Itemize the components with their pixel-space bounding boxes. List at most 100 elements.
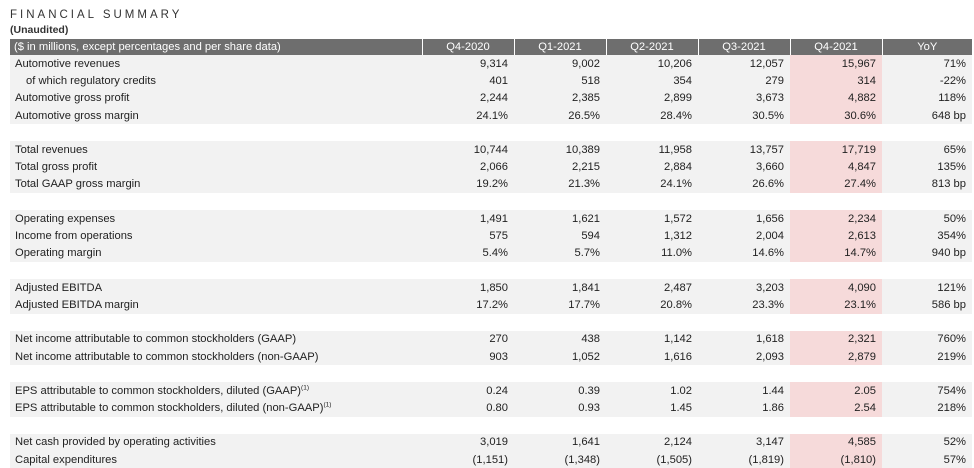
table-row: Income from operations 575 594 1,312 2,004 2,… (10, 227, 972, 245)
value-cell: 2,093 (698, 347, 790, 366)
value-cell: 1,618 (698, 330, 790, 348)
table-row: Automotive gross profit 2,244 2,385 2,899 3,… (10, 89, 972, 107)
row-label: Automotive gross profit (10, 89, 422, 107)
row-label-text: Automotive revenues (15, 57, 121, 70)
highlighted-value-cell: 2,321 (790, 330, 882, 348)
highlighted-value-cell: 4,847 (790, 158, 882, 176)
value-cell: 401 (422, 72, 514, 90)
value-cell: 760% (882, 330, 972, 348)
row-label-text: of which regulatory credits (26, 74, 156, 87)
value-cell: 3,673 (698, 89, 790, 107)
spacer-cell (10, 365, 972, 383)
value-cell: 57% (882, 451, 972, 468)
value-cell: 71% (882, 55, 972, 73)
value-cell: 279 (698, 72, 790, 90)
value-cell: 1.02 (606, 382, 698, 400)
row-label-text: Net income attributable to common stockh… (15, 333, 297, 346)
highlighted-value-cell: 27.4% (790, 175, 882, 194)
row-label-text: Adjusted EBITDA (15, 281, 103, 294)
value-cell: 5.4% (422, 244, 514, 262)
table-row: Adjusted EBITDA margin 17.2% 17.7% 20.8% 23.… (10, 296, 972, 314)
financial-summary-table: ($ in millions, except percentages and p… (10, 39, 972, 468)
value-cell: 1,142 (606, 330, 698, 348)
spacer-cell (10, 416, 972, 434)
value-cell: 118% (882, 89, 972, 107)
value-cell: 354% (882, 227, 972, 245)
highlighted-value-cell: 2.54 (790, 399, 882, 417)
value-cell: 26.5% (514, 106, 606, 125)
value-cell: 0.93 (514, 399, 606, 417)
table-row: Net income attributable to common stockh… (10, 330, 972, 348)
table-row: Capital expenditures (1,151) (1,348) (1,505… (10, 451, 972, 468)
row-label: Automotive gross margin (10, 106, 422, 125)
value-cell: 2,215 (514, 158, 606, 176)
value-cell: 24.1% (606, 175, 698, 194)
value-cell: 586 bp (882, 296, 972, 314)
value-cell: 10,744 (422, 141, 514, 159)
row-label-text: EPS attributable to common stockholders,… (15, 402, 324, 415)
row-label-text: Capital expenditures (15, 453, 117, 466)
value-cell: 648 bp (882, 106, 972, 125)
row-label: Income from operations (10, 227, 422, 245)
value-cell: 3,019 (422, 433, 514, 452)
value-cell: 575 (422, 227, 514, 245)
column-header-description: ($ in millions, except percentages and p… (10, 39, 423, 55)
table-row: Automotive gross margin 24.1% 26.5% 28.4% 30… (10, 106, 972, 125)
value-cell: 2,487 (606, 278, 698, 297)
row-label-text: EPS attributable to common stockholders,… (15, 384, 302, 397)
value-cell: 2,244 (422, 89, 514, 107)
row-label: EPS attributable to common stockholders,… (10, 399, 422, 417)
value-cell: 19.2% (422, 175, 514, 194)
value-cell: 2,124 (606, 433, 698, 452)
highlighted-value-cell: (1,810) (790, 451, 882, 468)
value-cell: 17.7% (514, 296, 606, 314)
row-label: Operating expenses (10, 210, 422, 228)
value-cell: 1,656 (698, 210, 790, 228)
value-cell: (1,505) (606, 451, 698, 468)
column-header-q4-2020: Q4-2020 (422, 39, 515, 55)
value-cell: 52% (882, 433, 972, 452)
value-cell: 1,641 (514, 433, 606, 452)
row-label: Net income attributable to common stockh… (10, 330, 422, 348)
value-cell: 754% (882, 382, 972, 400)
table-row: EPS attributable to common stockholders,… (10, 399, 972, 417)
value-cell: 3,147 (698, 433, 790, 452)
value-cell: 1,491 (422, 210, 514, 228)
report-subtitle: (Unaudited) (10, 24, 69, 36)
value-cell: 1,850 (422, 278, 514, 297)
highlighted-value-cell: 17,719 (790, 141, 882, 159)
highlighted-value-cell: 15,967 (790, 55, 882, 73)
table-row: Net income attributable to common stockh… (10, 347, 972, 366)
value-cell: 1,572 (606, 210, 698, 228)
highlighted-value-cell: 2,879 (790, 347, 882, 366)
table-header-row: ($ in millions, except percentages and p… (10, 39, 972, 55)
value-cell: 903 (422, 347, 514, 366)
row-label: EPS attributable to common stockholders,… (10, 382, 422, 400)
value-cell: 10,206 (606, 55, 698, 73)
highlighted-value-cell: 4,090 (790, 278, 882, 297)
value-cell: 1,841 (514, 278, 606, 297)
row-label-text: Operating margin (15, 247, 102, 260)
value-cell: 518 (514, 72, 606, 90)
value-cell: 1.45 (606, 399, 698, 417)
highlighted-value-cell: 314 (790, 72, 882, 90)
value-cell: 0.39 (514, 382, 606, 400)
row-label-text: Automotive gross margin (15, 109, 139, 122)
value-cell: -22% (882, 72, 972, 90)
table-row: Automotive revenues 9,314 9,002 10,206 12,05… (10, 55, 972, 73)
row-label: Net income attributable to common stockh… (10, 347, 422, 366)
value-cell: 50% (882, 210, 972, 228)
value-cell: 12,057 (698, 55, 790, 73)
row-label: Automotive revenues (10, 55, 422, 73)
highlighted-value-cell: 2,234 (790, 210, 882, 228)
column-header-q1-2021: Q1-2021 (514, 39, 607, 55)
highlighted-value-cell: 30.6% (790, 106, 882, 125)
table-row: of which regulatory credits 401 518 354 279 3… (10, 72, 972, 90)
row-label: of which regulatory credits (10, 72, 422, 90)
value-cell: (1,819) (698, 451, 790, 468)
value-cell: 438 (514, 330, 606, 348)
value-cell: 135% (882, 158, 972, 176)
value-cell: 0.24 (422, 382, 514, 400)
value-cell: (1,348) (514, 451, 606, 468)
value-cell: 5.7% (514, 244, 606, 262)
